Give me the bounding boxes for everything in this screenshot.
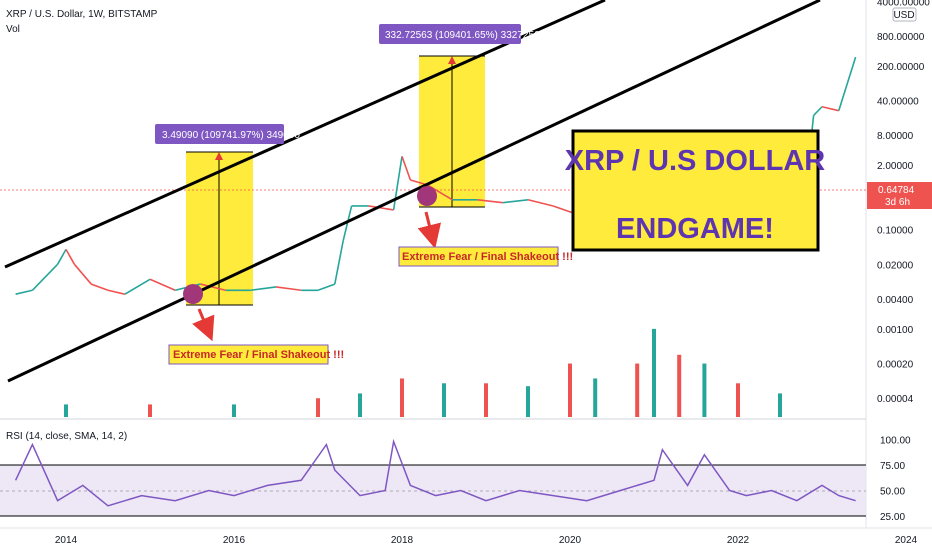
time-tick-0: 2014 [55,535,78,546]
price-segment-3 [56,248,67,265]
price-tick-7: 0.02000 [877,260,914,271]
shakeout-marker-upper [417,186,437,206]
price-segment-16 [317,283,336,292]
volume-bar-13 [677,354,682,417]
price-tick-6: 0.10000 [877,226,914,237]
time-tick-3: 2020 [559,535,582,546]
volume-bar-6 [442,383,446,417]
price-segment-7 [107,289,125,295]
time-tick-2: 2018 [391,535,414,546]
measure-label-lower: 3.49090 (109741.97%) 349090 [162,130,300,141]
volume-bar-3 [316,398,320,417]
price-segment-4 [65,248,76,265]
price-tick-2: 200.00000 [877,62,925,73]
price-segment-43 [821,105,839,112]
time-tick-1: 2016 [223,535,246,546]
fear-arrow-upper [417,211,442,249]
headline-line2: ENDGAME! [616,213,774,245]
shakeout-marker-lower [183,284,203,304]
rsi-label: RSI (14, close, SMA, 14, 2) [6,431,127,442]
volume-bar-0 [64,404,68,417]
volume-label: Vol [6,24,20,35]
price-segment-17 [334,240,344,285]
price-tick-3: 40.00000 [877,97,919,108]
price-segment-27 [502,198,529,204]
volume-bar-14 [702,363,707,417]
volume-bar-8 [526,386,530,417]
volume-bar-12 [652,328,656,417]
volume-bar-16 [778,393,782,417]
price-tick-1: 800.00000 [877,32,925,43]
price-segment-9 [149,278,176,291]
price-tick-9: 0.00100 [877,325,914,336]
price-countdown: 3d 6h [885,197,910,208]
price-segment-28 [527,198,554,207]
headline-line1: XRP / U.S DOLLAR [565,145,826,177]
price-badge-box [867,182,932,209]
measure-label-upper: 332.72563 (109401.65%) 33272563 [385,30,546,41]
rsi-tick-1: 75.00 [880,461,905,472]
price-tick-5: 2.00000 [877,161,914,172]
time-axis-ticks: 201420162018202020222024202620282030Jun [55,535,918,546]
rsi-tick-0: 100.00 [880,436,911,447]
price-segment-5 [73,263,92,285]
rsi-band [0,465,866,516]
rsi-line [14,438,856,507]
price-segment-1 [15,289,33,295]
time-tick-4: 2022 [727,535,750,546]
volume-bar-11 [635,363,640,417]
volume-bar-5 [400,378,404,417]
volume-bar-4 [358,393,362,417]
price-segment-26 [477,198,503,204]
fear-label-lower: Extreme Fear / Final Shakeout !!! [173,349,344,361]
rsi-tick-3: 25.00 [880,512,905,523]
headline-box [571,129,820,252]
price-segment-11 [200,283,226,292]
channel-lower-line [7,0,821,383]
volume-bar-9 [568,363,572,417]
measure-label-lower-box [155,124,284,144]
fear-label-upper-box [398,246,559,267]
price-tick-0: 4000.00000 [877,0,930,8]
price-segment-21 [392,156,403,211]
price-segment-6 [90,283,109,292]
volume-bars [64,328,782,417]
price-segment-14 [275,286,302,292]
currency-badge-box[interactable] [892,7,917,22]
price-segment-42 [813,106,823,117]
price-tick-10: 0.00020 [877,360,914,371]
price-segment-22 [401,156,412,181]
fear-arrow-lower [192,308,215,342]
channel-upper-line [4,0,606,269]
rsi-series [14,438,856,507]
fear-label-lower-box [168,344,329,365]
price-axis-ticks: 4000.00000 800.00000 200.00000 40.00000 8.00… [877,0,930,405]
currency-badge[interactable]: USD [893,10,914,21]
volume-bar-10 [593,378,598,417]
price-axis-panel [866,0,932,550]
price-segment-2 [31,263,59,291]
time-tick-5: 2024 [895,535,918,546]
price-segment-44 [838,56,857,111]
measure-label-upper-box [379,24,521,44]
price-badge: 0.64784 [878,185,915,196]
chart-title: XRP / U.S. Dollar, 1W, BITSTAMP [6,9,158,20]
volume-bar-7 [484,383,488,417]
price-segment-8 [124,278,151,295]
price-segment-13 [250,286,277,292]
volume-bar-1 [148,404,152,417]
volume-bar-15 [736,383,740,417]
price-tick-4: 8.00000 [877,131,914,142]
volume-bar-2 [232,404,236,417]
price-tick-11: 0.00004 [877,394,914,405]
fear-label-upper: Extreme Fear / Final Shakeout !!! [402,251,573,263]
price-segment-20 [368,205,394,211]
rsi-tick-2: 50.00 [880,487,905,498]
rsi-axis-ticks: 100.00 75.00 50.00 25.00 [880,436,911,524]
price-tick-8: 0.00400 [877,295,914,306]
